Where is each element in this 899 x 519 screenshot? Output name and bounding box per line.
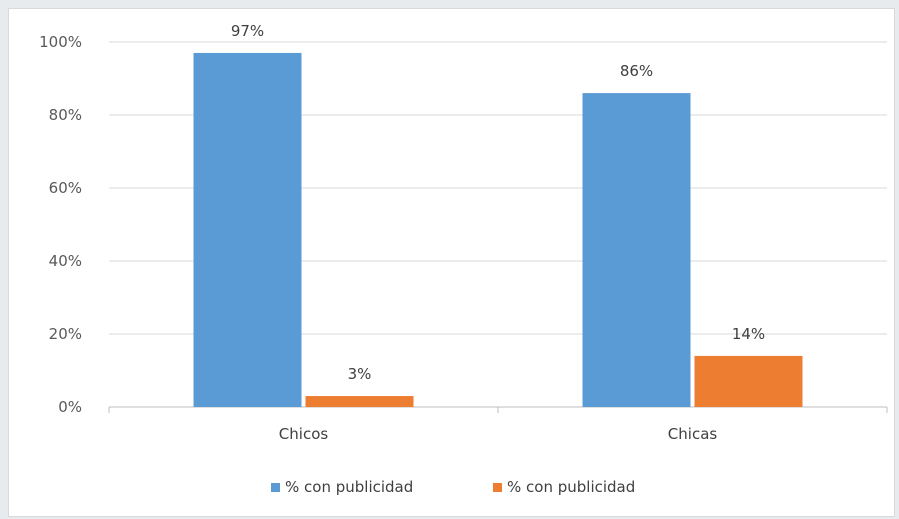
y-tick-label: 80% [49,106,82,124]
chart-frame: 0% 20% 40% 60% 80% 100% 97% 3% Chicos 86% 14% Chica… [8,8,895,517]
data-label: 97% [231,22,264,40]
legend-swatch [271,483,280,492]
legend-label: % con publicidad [507,478,635,496]
y-tick-label: 60% [49,179,82,197]
data-label: 86% [620,62,653,80]
legend-label: % con publicidad [285,478,413,496]
data-label: 3% [348,365,372,383]
data-label: 14% [732,325,765,343]
bar-chart: 0% 20% 40% 60% 80% 100% 97% 3% Chicos 86% 14% Chica… [39,22,888,496]
bar-chicos-series-1 [193,52,302,407]
y-tick-label: 40% [49,252,82,270]
y-tick-label: 100% [39,33,82,51]
bar-chicas-series-2 [694,355,803,407]
y-tick-label: 20% [49,325,82,343]
bar-chicos-series-2 [305,396,414,407]
x-category-label: Chicas [668,425,718,443]
legend-swatch [493,483,502,492]
bar-chicas-series-1 [582,93,691,407]
y-tick-label: 0% [58,398,82,416]
x-category-label: Chicos [279,425,329,443]
